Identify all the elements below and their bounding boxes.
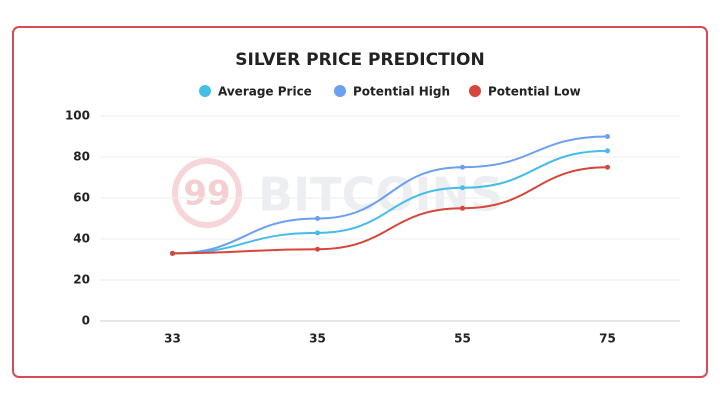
data-point	[460, 185, 465, 191]
y-tick-label: 60	[73, 191, 90, 205]
data-point	[315, 230, 320, 236]
data-point	[315, 246, 320, 252]
data-point	[170, 250, 175, 256]
watermark: BITCOINS	[258, 168, 503, 222]
y-tick-label: 80	[73, 150, 90, 164]
legend-marker	[334, 85, 346, 97]
series-line	[172, 166, 608, 255]
legend-label: Potential High	[353, 85, 450, 99]
x-tick-label: 55	[454, 332, 471, 346]
data-point	[605, 148, 610, 154]
data-point	[460, 205, 465, 211]
y-tick-label: 40	[73, 232, 90, 246]
legend-marker	[199, 85, 211, 97]
series-line	[172, 149, 608, 255]
card	[12, 26, 708, 378]
watermark-ring	[172, 158, 242, 228]
data-point	[460, 164, 465, 170]
y-tick-label: 20	[73, 273, 90, 287]
y-tick-label: 100	[65, 109, 90, 123]
legend-marker	[469, 85, 481, 97]
series-line	[172, 135, 608, 255]
x-tick-label: 75	[599, 332, 616, 346]
y-tick-label: 0	[82, 314, 90, 328]
legend-label: Average Price	[218, 85, 312, 99]
data-point	[605, 134, 610, 139]
x-tick-label: 33	[164, 332, 181, 346]
chart-title: SILVER PRICE PREDICTION	[235, 50, 484, 70]
data-point	[315, 216, 320, 221]
data-point	[605, 164, 610, 170]
x-tick-label: 35	[309, 332, 326, 346]
legend-label: Potential Low	[488, 85, 581, 99]
watermark-logo: 99	[183, 174, 230, 214]
